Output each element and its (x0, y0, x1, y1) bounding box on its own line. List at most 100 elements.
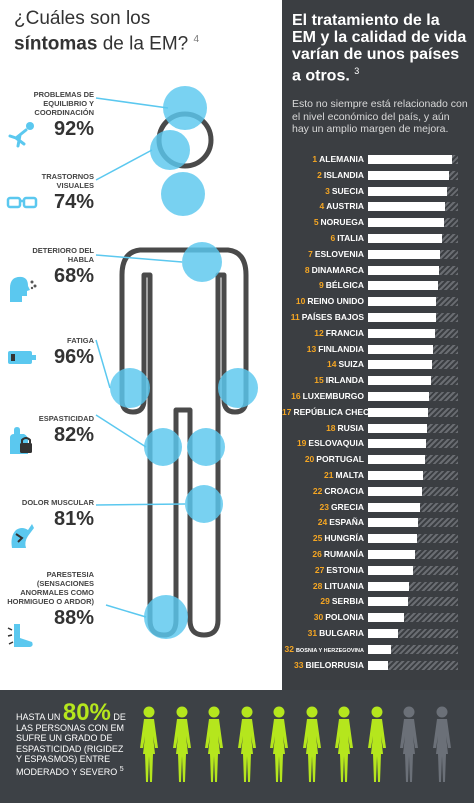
ranking-bar (368, 392, 430, 401)
ranking-number: 5 (313, 217, 319, 228)
ranking-number: 18 (326, 422, 336, 433)
ranking-row: 28 LITUANIA (282, 579, 474, 594)
ranking-bar (368, 344, 433, 354)
ranking-country: CROACIA (324, 485, 364, 496)
ranking-row: 5 NORUEGA (282, 215, 474, 230)
ranking-country: SUECIA (331, 185, 364, 196)
person-figure-icon (302, 706, 321, 782)
ranking-bar (368, 486, 422, 496)
ranking-row: 14 SUIZA (282, 357, 474, 372)
ranking-label: 22 CROACIA (282, 484, 364, 499)
ranking-bar (368, 629, 398, 638)
ranking-bar (368, 218, 444, 228)
spasticity-text: HASTA UN 80% DE LAS PERSONAS CON EM SUFR… (16, 701, 126, 777)
symptom-speech: DETERIORO DEL HABLA 68% (6, 246, 94, 302)
ranking-bar (368, 202, 446, 212)
symptom-label: DOLOR MUSCULAR (21, 498, 94, 507)
speech-head-icon (10, 276, 37, 302)
ranking-label: 5 NORUEGA (282, 215, 364, 230)
symptom-percent: 68% (53, 265, 94, 287)
ranking-bar-track (368, 565, 458, 575)
ranking-label: 30 POLONIA (282, 610, 364, 625)
ranking-row: 27 ESTONIA (282, 563, 474, 578)
ranking-country: BULGARIA (319, 628, 364, 638)
ranking-country: BOSNIA Y HERZEGOVINA (295, 647, 364, 654)
ranking-label: 23 GRECIA (282, 500, 364, 515)
symptom-percent: 82% (53, 424, 94, 446)
symptom-label: TRASTORNOS VISUALES (41, 172, 94, 190)
ranking-number: 30 (313, 612, 324, 623)
ranking-label: 12 FRANCIA (282, 326, 364, 341)
ranking-number: 26 (312, 549, 322, 559)
country-ranking-panel: El tratamiento de la EM y la calidad de … (282, 0, 474, 690)
ranking-label: 32 BOSNIA Y HERZEGOVINA (282, 642, 364, 659)
ranking-bar-track (368, 613, 458, 623)
ranking-country: ESTONIA (326, 564, 364, 575)
ranking-bar (368, 455, 425, 465)
ranking-bar-track (368, 660, 458, 670)
ranking-number: 14 (327, 359, 337, 370)
falling-person-icon (8, 122, 34, 148)
person-figure-icon (432, 706, 451, 782)
ranking-country: LUXEMBURGO (302, 391, 364, 401)
ranking-number: 2 (317, 169, 322, 180)
spasticity-description: DE LAS PERSONAS CON EM SUFRE UN GRADO DE… (16, 712, 126, 777)
ranking-country: HUNGRÍA (324, 533, 364, 544)
ranking-row: 23 GRECIA (282, 500, 474, 515)
symptom-percent: 96% (53, 346, 94, 368)
muscle-pain-icon (11, 524, 34, 548)
ranking-number: 3 (325, 185, 330, 196)
ranking-bar (368, 597, 408, 607)
title-line-1: ¿Cuáles son los (14, 8, 151, 29)
ranking-label: 31 BULGARIA (282, 626, 364, 641)
ranking-label: 29 SERBIA (282, 594, 364, 609)
ranking-row: 9 BÉLGICA (282, 278, 474, 293)
ranking-country: ESLOVAQUIA (308, 438, 364, 449)
ranking-number: 33 (293, 659, 304, 670)
ranking-country: POLONIA (325, 612, 364, 623)
ranking-number: 16 (291, 391, 301, 401)
ranking-number: 8 (304, 264, 310, 275)
ranking-row: 25 HUNGRÍA (282, 531, 474, 546)
ranking-row: 13 FINLANDIA (282, 342, 474, 357)
ranking-country: PAÍSES BAJOS (301, 312, 364, 322)
ranking-label: 14 SUIZA (282, 357, 364, 372)
ranking-country: SUIZA (338, 359, 365, 370)
ranking-row: 20 PORTUGAL (282, 452, 474, 467)
spasticity-reference: 5 (119, 765, 124, 773)
ranking-number: 25 (312, 533, 323, 544)
person-figure-icon (270, 706, 288, 782)
ranking-bar (368, 502, 421, 512)
ranking-country: AUSTRIA (326, 201, 364, 212)
ranking-bar (368, 170, 449, 180)
ranking-number: 23 (319, 501, 329, 512)
ranking-bar-track (368, 581, 458, 591)
ranking-country: ISLANDIA (323, 169, 364, 180)
symptom-paresthesia: PARESTESIA (SENSACIONES ANORMALES COMO H… (6, 570, 94, 647)
ranking-row: 2 ISLANDIA (282, 168, 474, 183)
ranking-number: 21 (324, 470, 334, 480)
ranking-number: 10 (295, 296, 306, 307)
ranking-row: 24 ESPAÑA (282, 515, 474, 530)
ranking-bar (368, 297, 437, 307)
symptoms-title: ¿Cuáles son los síntomas de la EM? 4 (14, 8, 264, 54)
ranking-country: GRECIA (330, 501, 364, 512)
ranking-label: 7 ESLOVENIA (282, 247, 364, 262)
ranking-number: 32 (284, 643, 294, 654)
ranking-country: ESPAÑA (329, 517, 364, 528)
ranking-number: 4 (319, 201, 325, 212)
ranking-title-reference: 3 (354, 66, 360, 76)
ranking-row: 33 BIELORRUSIA (282, 658, 474, 673)
figure-body (119, 247, 249, 638)
ranking-country: IRLANDA (325, 375, 364, 386)
ranking-label: 25 HUNGRÍA (282, 531, 364, 546)
symptom-vision: TRASTORNOS VISUALES 74% (6, 172, 94, 214)
ranking-label: 27 ESTONIA (282, 563, 364, 578)
ranking-country: DINAMARCA (311, 264, 364, 275)
person-figure-icon (335, 706, 353, 782)
ranking-title-text: El tratamiento de la EM y la calidad de … (292, 12, 467, 85)
ranking-row: 30 POLONIA (282, 610, 474, 625)
title-line-2: de la EM? (97, 33, 189, 55)
ranking-number: 9 (319, 280, 324, 291)
ranking-label: 9 BÉLGICA (282, 278, 364, 293)
